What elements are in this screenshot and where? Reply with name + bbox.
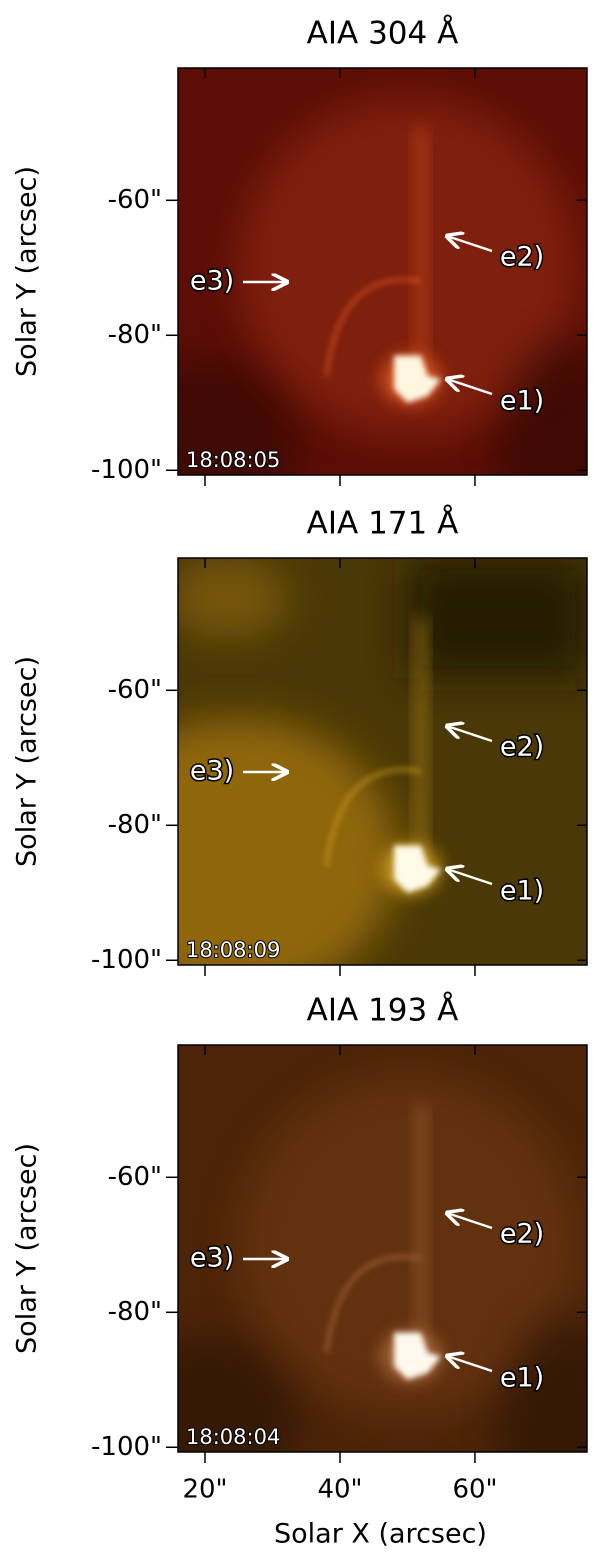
annotation-label: e1) — [500, 876, 544, 907]
panel: AIA 193 Å 18:08:04 e1) e2) e3) -60" -80" -100" 2… — [12, 993, 594, 1556]
loop-structure — [415, 1105, 427, 1346]
x-tick-label: 20" — [182, 1475, 227, 1505]
y-tick-label: -60" — [108, 675, 162, 705]
y-tick-label: -60" — [108, 185, 162, 215]
solar-image — [78, 558, 588, 998]
loop-structure — [415, 618, 427, 859]
solar-image — [118, 68, 594, 578]
y-tick-label: -80" — [108, 810, 162, 840]
annotation-label: e2) — [500, 242, 544, 273]
panel-title: AIA 171 Å — [307, 506, 459, 542]
timestamp: 18:08:05 — [186, 448, 280, 472]
diffuse-emission — [168, 558, 288, 638]
figure: AIA 304 Å 18:08:05 e1) e2) e3) -60" -80" -100" S… — [0, 0, 594, 1560]
y-axis-label: Solar Y (arcsec) — [12, 656, 43, 867]
annotation-label: e1) — [500, 1363, 544, 1394]
timestamp: 18:08:09 — [186, 938, 280, 962]
timestamp: 18:08:04 — [186, 1425, 280, 1449]
y-tick-label: -80" — [108, 320, 162, 350]
panel-title: AIA 304 Å — [307, 16, 459, 52]
y-axis-label: Solar Y (arcsec) — [12, 1143, 43, 1354]
y-tick-label: -60" — [108, 1162, 162, 1192]
y-tick-label: -100" — [91, 1432, 162, 1462]
x-axis-label: Solar X (arcsec) — [274, 1519, 487, 1550]
y-tick-label: -100" — [91, 455, 162, 485]
annotation-label: e3) — [190, 756, 234, 787]
dark-region — [408, 558, 588, 678]
annotation-label: e3) — [190, 266, 234, 297]
panel: AIA 304 Å 18:08:05 e1) e2) e3) -60" -80" -100" S… — [12, 16, 594, 579]
annotation-label: e1) — [500, 386, 544, 417]
annotation-label: e2) — [500, 732, 544, 763]
y-tick-label: -80" — [108, 1297, 162, 1327]
y-tick-label: -100" — [91, 945, 162, 975]
annotation-label: e3) — [190, 1243, 234, 1274]
loop-structure — [415, 128, 427, 369]
x-tick-label: 40" — [317, 1475, 362, 1505]
annotation-label: e2) — [500, 1219, 544, 1250]
y-axis-label: Solar Y (arcsec) — [12, 166, 43, 377]
x-tick-label: 60" — [452, 1475, 497, 1505]
panel-title: AIA 193 Å — [307, 993, 459, 1029]
panel: AIA 171 Å 18:08:09 e1) e2) e3) -60" -80" -100" S… — [12, 506, 589, 999]
